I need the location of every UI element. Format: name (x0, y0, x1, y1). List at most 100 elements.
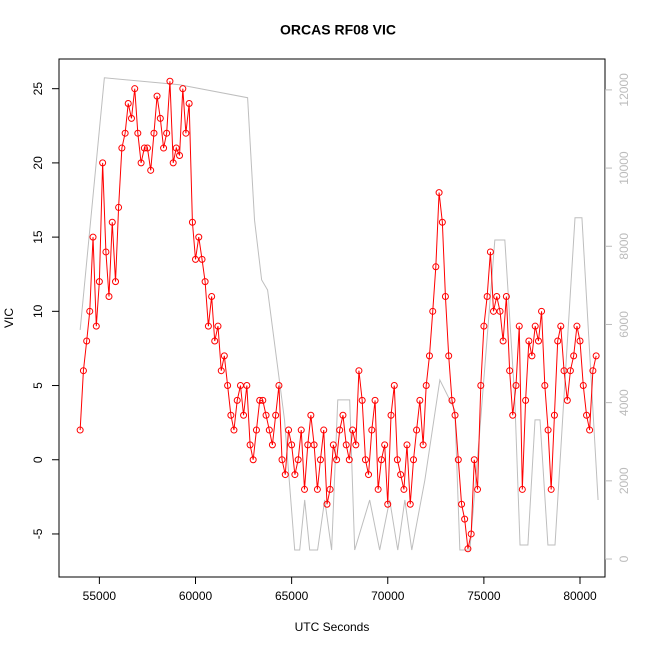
point (86, 307, 94, 315)
point (313, 485, 321, 493)
point (499, 337, 507, 345)
point (563, 396, 571, 404)
y-tick-label: 5 (31, 382, 45, 389)
x-tick-label: 55000 (83, 589, 117, 603)
point (339, 411, 347, 419)
y2-tick-label: 12000 (617, 73, 631, 107)
point (483, 292, 491, 300)
point (477, 382, 485, 390)
x-tick-label: 70000 (371, 589, 405, 603)
point (102, 248, 110, 256)
point (201, 278, 209, 286)
y2-tick-label: 10000 (617, 151, 631, 185)
point (502, 292, 510, 300)
point (105, 292, 113, 300)
series-line (79, 81, 597, 549)
point (400, 485, 408, 493)
point (592, 352, 600, 360)
point (429, 307, 437, 315)
point (115, 203, 123, 211)
point (377, 456, 385, 464)
point (214, 322, 222, 330)
point (278, 456, 286, 464)
point (349, 426, 357, 434)
point (307, 411, 315, 419)
point (243, 382, 251, 390)
point (512, 382, 520, 390)
plot-frame (58, 58, 606, 578)
y-tick-label: 15 (31, 230, 45, 244)
point (156, 114, 164, 122)
point (538, 307, 546, 315)
point (413, 426, 421, 434)
point (397, 471, 405, 479)
point (586, 426, 594, 434)
point (99, 159, 107, 167)
point (554, 337, 562, 345)
y-tick-label: -5 (31, 528, 45, 539)
point (246, 441, 254, 449)
point (208, 292, 216, 300)
point (506, 367, 514, 375)
point (531, 322, 539, 330)
point (192, 255, 199, 263)
point (432, 263, 440, 271)
point (371, 396, 379, 404)
point (464, 545, 472, 553)
point (118, 144, 126, 152)
point (570, 352, 578, 360)
point (438, 218, 446, 226)
point (566, 367, 574, 375)
y-tick-label: 25 (31, 82, 45, 96)
point (198, 255, 206, 263)
point (179, 85, 187, 93)
y-tick-label: 20 (31, 156, 45, 170)
point (240, 411, 248, 419)
point (160, 144, 168, 152)
point (95, 278, 103, 286)
point (288, 441, 296, 449)
point (435, 189, 443, 197)
point (493, 292, 501, 300)
point (358, 396, 366, 404)
point (127, 114, 135, 122)
point (384, 500, 392, 508)
point (365, 471, 373, 479)
y2-tick-label: 2000 (617, 467, 631, 494)
point (387, 411, 395, 419)
x-axis-label: UTC Seconds (295, 620, 370, 634)
point (265, 426, 273, 434)
point (172, 144, 180, 152)
point (410, 456, 418, 464)
point (150, 129, 158, 137)
point (352, 441, 360, 449)
point (458, 500, 466, 508)
point (256, 396, 264, 404)
point (275, 382, 283, 390)
point (422, 382, 430, 390)
point (326, 485, 334, 493)
point (579, 382, 587, 390)
x-tick-label: 65000 (275, 589, 309, 603)
point (550, 411, 558, 419)
y2-tick-label: 8000 (617, 233, 631, 260)
point (374, 485, 382, 493)
point (121, 129, 129, 137)
point (188, 218, 196, 226)
point (557, 322, 565, 330)
point (390, 382, 398, 390)
point (316, 456, 324, 464)
point (355, 367, 363, 375)
point (336, 426, 344, 434)
point (211, 337, 219, 345)
point (534, 337, 542, 345)
point (368, 426, 376, 434)
point (89, 233, 97, 241)
point (403, 441, 411, 449)
point (547, 485, 555, 493)
point (489, 307, 497, 315)
x-tick-label: 60000 (179, 589, 213, 603)
y2-tick-label: 0 (617, 555, 631, 562)
point (480, 322, 488, 330)
point (259, 396, 267, 404)
